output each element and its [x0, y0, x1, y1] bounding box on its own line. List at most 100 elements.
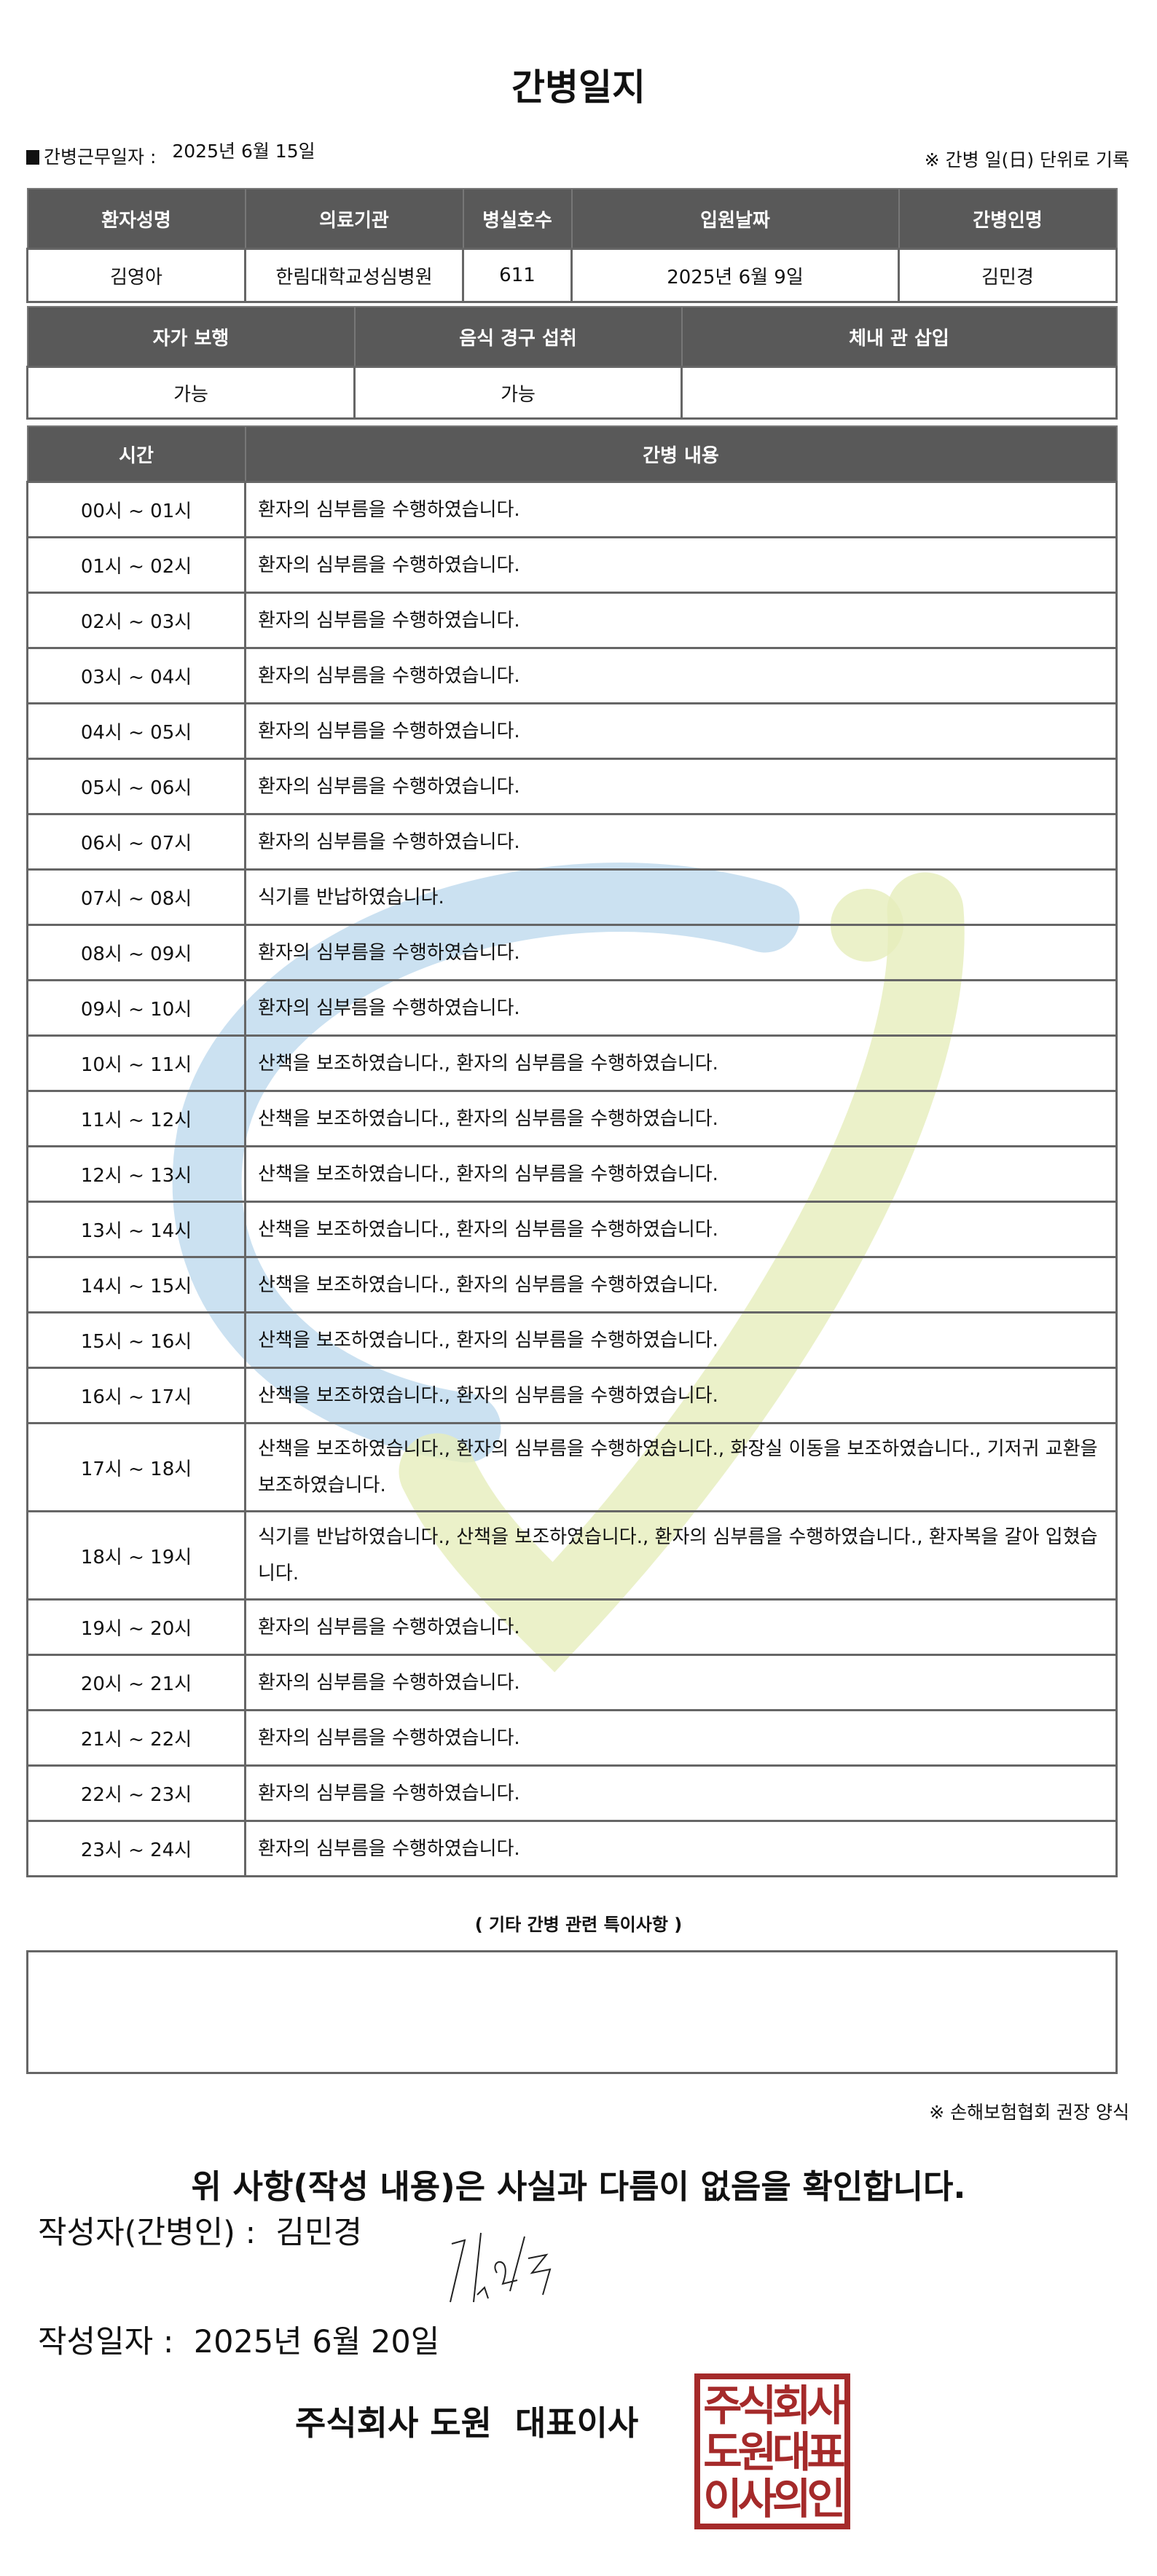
- time-slot: 10시 ~ 11시: [26, 1034, 246, 1092]
- table-row: 09시 ~ 10시 환자의 심부름을 수행하였습니다.: [26, 979, 1118, 1037]
- table-row: 05시 ~ 06시 환자의 심부름을 수행하였습니다.: [26, 758, 1118, 815]
- header-tube: 체내 관 삽입: [681, 306, 1118, 368]
- time-slot: 23시 ~ 24시: [26, 1820, 246, 1877]
- company-seal: 주식회사 도원대표 이사의인: [694, 2373, 850, 2529]
- oral-intake: 가능: [353, 366, 683, 420]
- table-row: 01시 ~ 02시 환자의 심부름을 수행하였습니다.: [26, 536, 1118, 594]
- confirmation-statement: 위 사항(작성 내용)은 사실과 다름이 없음을 확인합니다.: [191, 2167, 966, 2206]
- written-date: 작성일자 : 2025년 6월 20일: [38, 2317, 439, 2362]
- table-row: 12시 ~ 13시 산책을 보조하였습니다., 환자의 심부름을 수행하였습니다.: [26, 1145, 1118, 1203]
- time-slot: 20시 ~ 21시: [26, 1654, 246, 1711]
- time-slot: 06시 ~ 07시: [26, 813, 246, 871]
- notes-title: ( 기타 간병 관련 특이사항 ): [474, 1915, 683, 1935]
- care-content: 환자의 심부름을 수행하였습니다.: [244, 813, 1118, 871]
- time-slot: 15시 ~ 16시: [26, 1311, 246, 1369]
- room: 611: [462, 248, 573, 303]
- care-content: 식기를 반납하였습니다.: [244, 868, 1118, 926]
- table-row: 17시 ~ 18시 산책을 보조하였습니다., 환자의 심부름을 수행하였습니다.…: [26, 1422, 1118, 1512]
- table-row: 20시 ~ 21시 환자의 심부름을 수행하였습니다.: [26, 1654, 1118, 1711]
- table-row: 06시 ~ 07시 환자의 심부름을 수행하였습니다.: [26, 813, 1118, 871]
- page-title: 간병일지: [511, 66, 646, 109]
- header-time: 시간: [26, 425, 246, 483]
- walking: 가능: [26, 366, 356, 420]
- care-content: 환자의 심부름을 수행하였습니다.: [244, 979, 1118, 1037]
- table-row: 15시 ~ 16시 산책을 보조하였습니다., 환자의 심부름을 수행하였습니다.: [26, 1311, 1118, 1369]
- work-date: 간병근무일자 : 2025년 6월 15일: [26, 141, 315, 169]
- care-content: 산책을 보조하였습니다., 환자의 심부름을 수행하였습니다.: [244, 1090, 1118, 1147]
- table-row: 23시 ~ 24시 환자의 심부름을 수행하였습니다.: [26, 1820, 1118, 1877]
- table-row: 02시 ~ 03시 환자의 심부름을 수행하였습니다.: [26, 592, 1118, 649]
- header-caregiver: 간병인명: [898, 188, 1118, 250]
- care-content: 환자의 심부름을 수행하였습니다.: [244, 536, 1118, 594]
- time-slot: 09시 ~ 10시: [26, 979, 246, 1037]
- tube: [681, 366, 1118, 420]
- table-row: 22시 ~ 23시 환자의 심부름을 수행하였습니다.: [26, 1764, 1118, 1822]
- care-content: 환자의 심부름을 수행하였습니다.: [244, 1654, 1118, 1711]
- table-row: 04시 ~ 05시 환자의 심부름을 수행하였습니다.: [26, 702, 1118, 760]
- time-slot: 22시 ~ 23시: [26, 1764, 246, 1822]
- table-row: 19시 ~ 20시 환자의 심부름을 수행하였습니다.: [26, 1598, 1118, 1656]
- header-hospital: 의료기관: [244, 188, 464, 250]
- writer-label: 작성자(간병인) :: [38, 2215, 256, 2251]
- company-representative: 주식회사 도원 대표이사: [295, 2403, 639, 2443]
- time-slot: 12시 ~ 13시: [26, 1145, 246, 1203]
- time-slot: 13시 ~ 14시: [26, 1201, 246, 1258]
- care-content: 환자의 심부름을 수행하였습니다.: [244, 1820, 1118, 1877]
- time-slot: 18시 ~ 19시: [26, 1510, 246, 1601]
- table-row: 10시 ~ 11시 산책을 보조하였습니다., 환자의 심부름을 수행하였습니다.: [26, 1034, 1118, 1092]
- care-content: 산책을 보조하였습니다., 환자의 심부름을 수행하였습니다.: [244, 1367, 1118, 1424]
- table-row: 08시 ~ 09시 환자의 심부름을 수행하였습니다.: [26, 924, 1118, 981]
- table-row: 14시 ~ 15시 산책을 보조하였습니다., 환자의 심부름을 수행하였습니다.: [26, 1256, 1118, 1313]
- care-content: 환자의 심부름을 수행하였습니다.: [244, 481, 1118, 538]
- care-content: 산책을 보조하였습니다., 환자의 심부름을 수행하였습니다.: [244, 1311, 1118, 1369]
- time-slot: 08시 ~ 09시: [26, 924, 246, 981]
- table-row: 18시 ~ 19시 식기를 반납하였습니다., 산책을 보조하였습니다., 환자의…: [26, 1510, 1118, 1601]
- record-unit-note: ※ 간병 일(日) 단위로 기록: [924, 149, 1129, 170]
- form-note: ※ 손해보험협회 권장 양식: [929, 2102, 1129, 2123]
- care-content: 환자의 심부름을 수행하였습니다.: [244, 1709, 1118, 1767]
- written-date-label: 작성일자 :: [38, 2324, 174, 2360]
- header-admission-date: 입원날짜: [570, 188, 900, 250]
- header-room: 병실호수: [462, 188, 573, 250]
- table-row: 07시 ~ 08시 식기를 반납하였습니다.: [26, 868, 1118, 926]
- header-oral-intake: 음식 경구 섭취: [353, 306, 683, 368]
- time-slot: 02시 ~ 03시: [26, 592, 246, 649]
- care-content: 환자의 심부름을 수행하였습니다.: [244, 1764, 1118, 1822]
- written-date-value: 2025년 6월 20일: [193, 2324, 440, 2360]
- patient-info-table: 환자성명 의료기관 병실호수 입원날짜 간병인명 김영아 한림대학교성심병원 6…: [26, 188, 1118, 303]
- table-row: 21시 ~ 22시 환자의 심부름을 수행하였습니다.: [26, 1709, 1118, 1767]
- signature: [450, 2232, 552, 2303]
- care-content: 환자의 심부름을 수행하였습니다.: [244, 1598, 1118, 1656]
- time-slot: 11시 ~ 12시: [26, 1090, 246, 1147]
- square-bullet-icon: [26, 150, 39, 165]
- time-slot: 04시 ~ 05시: [26, 702, 246, 760]
- work-date-value: 2025년 6월 15일: [172, 141, 315, 162]
- care-content: 산책을 보조하였습니다., 환자의 심부름을 수행하였습니다.: [244, 1145, 1118, 1203]
- writer-name: 김민경: [275, 2215, 363, 2251]
- care-content: 환자의 심부름을 수행하였습니다.: [244, 924, 1118, 981]
- time-slot: 19시 ~ 20시: [26, 1598, 246, 1656]
- time-slot: 21시 ~ 22시: [26, 1709, 246, 1767]
- patient-name: 김영아: [26, 248, 246, 303]
- writer: 작성자(간병인) : 김민경: [38, 2207, 362, 2253]
- table-row: 00시 ~ 01시 환자의 심부름을 수행하였습니다.: [26, 481, 1118, 538]
- care-log-table: 시간 간병 내용 00시 ~ 01시 환자의 심부름을 수행하였습니다. 01시 ~…: [26, 425, 1118, 1877]
- care-content: 산책을 보조하였습니다., 환자의 심부름을 수행하였습니다., 화장실 이동을…: [244, 1422, 1118, 1512]
- table-row: 16시 ~ 17시 산책을 보조하였습니다., 환자의 심부름을 수행하였습니다.: [26, 1367, 1118, 1424]
- work-date-label: 간병근무일자 :: [44, 146, 157, 168]
- admission-date: 2025년 6월 9일: [570, 248, 900, 303]
- care-content: 산책을 보조하였습니다., 환자의 심부름을 수행하였습니다.: [244, 1201, 1118, 1258]
- care-content: 산책을 보조하였습니다., 환자의 심부름을 수행하였습니다.: [244, 1034, 1118, 1092]
- header-content: 간병 내용: [244, 425, 1118, 483]
- time-slot: 16시 ~ 17시: [26, 1367, 246, 1424]
- header-walking: 자가 보행: [26, 306, 356, 368]
- care-content: 환자의 심부름을 수행하였습니다.: [244, 702, 1118, 760]
- table-row: 11시 ~ 12시 산책을 보조하였습니다., 환자의 심부름을 수행하였습니다.: [26, 1090, 1118, 1147]
- time-slot: 00시 ~ 01시: [26, 481, 246, 538]
- time-slot: 14시 ~ 15시: [26, 1256, 246, 1313]
- table-row: 13시 ~ 14시 산책을 보조하였습니다., 환자의 심부름을 수행하였습니다.: [26, 1201, 1118, 1258]
- care-content: 산책을 보조하였습니다., 환자의 심부름을 수행하였습니다.: [244, 1256, 1118, 1313]
- patient-status-table: 자가 보행 음식 경구 섭취 체내 관 삽입 가능 가능: [26, 306, 1118, 420]
- notes-box: [26, 1950, 1118, 2074]
- time-slot: 03시 ~ 04시: [26, 647, 246, 704]
